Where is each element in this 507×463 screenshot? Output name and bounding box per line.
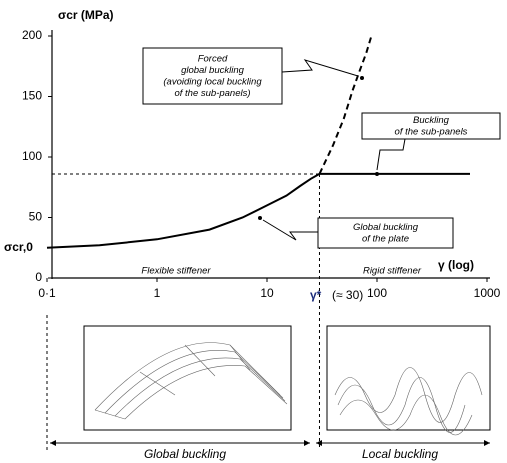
local-mesh xyxy=(334,367,483,436)
annotation-text: Forced xyxy=(198,53,228,64)
annotation-arrow xyxy=(262,219,318,241)
gamma-star: γ* xyxy=(310,288,322,302)
annotation-text: global buckling xyxy=(181,65,245,76)
local-buckling-image xyxy=(326,325,491,431)
y-tick-label: 0 xyxy=(35,270,42,284)
series-line xyxy=(318,35,373,175)
bottom-label: Local buckling xyxy=(362,447,438,461)
gamma-star-note: (≈ 30) xyxy=(332,288,363,302)
bottom-label: Global buckling xyxy=(144,447,226,461)
annotation-text: Buckling xyxy=(413,115,450,126)
series-line xyxy=(46,172,470,249)
annotation-text: (avoiding local buckling xyxy=(163,76,262,87)
global-mesh xyxy=(94,342,288,420)
y-tick-label: 100 xyxy=(22,149,42,163)
y-axis-label: σcr (MPa) xyxy=(58,8,114,22)
y-tick-label: 50 xyxy=(29,210,43,224)
annotation-text: of the sub-panels xyxy=(395,126,468,137)
annotation-arrow xyxy=(376,138,406,171)
annotation-arrowhead xyxy=(258,216,262,220)
y0-label: σcr,0 xyxy=(4,240,33,254)
y-tick-label: 200 xyxy=(22,28,42,42)
region-label: Flexible stiffener xyxy=(141,266,211,277)
annotation-box xyxy=(142,47,283,105)
y-tick-label: 150 xyxy=(22,89,42,103)
x-tick-label: 1 xyxy=(154,286,161,300)
annotation-arrow xyxy=(281,59,359,77)
annotation-arrowhead xyxy=(360,76,364,80)
x-tick-label: 100 xyxy=(367,286,387,300)
x-tick-label: 1000 xyxy=(474,286,501,300)
x-tick-label: 10 xyxy=(260,286,274,300)
x-axis-label: γ (log) xyxy=(438,258,474,272)
x-tick-label: 0·1 xyxy=(38,286,56,300)
annotation-box xyxy=(361,112,501,140)
annotation-box xyxy=(317,217,454,249)
annotation-text: of the sub-panels) xyxy=(174,88,250,99)
region-label: Rigid stiffener xyxy=(363,266,422,277)
annotation-arrowhead xyxy=(375,172,379,176)
annotation-text: Global buckling xyxy=(353,222,419,233)
annotation-text: of the plate xyxy=(362,233,409,244)
